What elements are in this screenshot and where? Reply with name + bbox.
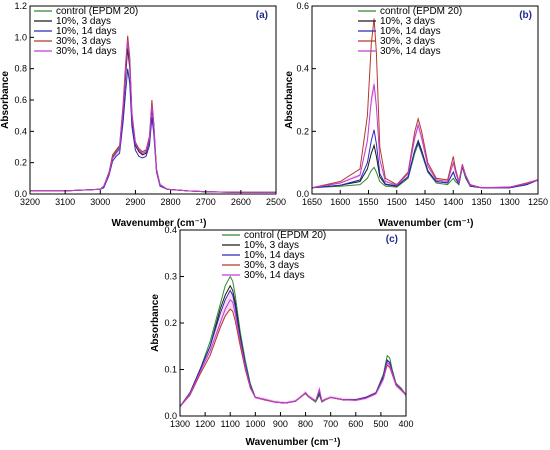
legend-label: 30%, 3 days [244, 260, 299, 271]
x-tick-label: 1550 [358, 197, 378, 207]
legend-label: control (EPDM 20) [56, 6, 138, 17]
y-axis-label: Absorbance [150, 294, 161, 352]
y-tick-label: 0.4 [296, 64, 309, 74]
y-tick-label: 0.4 [14, 126, 27, 136]
x-tick-label: 2700 [196, 197, 216, 207]
x-tick-label: 1650 [302, 197, 322, 207]
legend-label: 10%, 14 days [244, 250, 305, 261]
y-tick-label: 0.0 [14, 189, 27, 199]
y-tick-label: 1.2 [14, 1, 27, 11]
legend-label: 30%, 14 days [56, 46, 117, 57]
x-axis-label: Wavenumber (cm⁻¹) [246, 437, 341, 448]
x-tick-label: 2800 [161, 197, 181, 207]
legend-label: control (EPDM 20) [244, 230, 326, 241]
x-tick-label: 700 [323, 419, 338, 429]
series-line-d30_3 [179, 308, 407, 408]
x-tick-label: 1300 [500, 197, 520, 207]
chart-panel-a: 3200 3100 3000 2900 2800 2700 2600 2500 0.0 0.2 0.… [0, 1, 286, 229]
x-tick-label: 1300 [170, 419, 190, 429]
y-tick-label: 0.0 [164, 411, 177, 421]
x-tick-label: 3100 [55, 197, 75, 207]
x-tick-label: 1400 [443, 197, 463, 207]
x-tick-label: 800 [298, 419, 313, 429]
y-tick-label: 0.6 [14, 95, 27, 105]
legend-label: control (EPDM 20) [380, 6, 462, 17]
x-tick-label: 500 [373, 419, 388, 429]
x-tick-label: 3000 [90, 197, 110, 207]
x-tick-label: 1600 [330, 197, 350, 207]
legend-label: 10%, 3 days [56, 16, 111, 27]
x-tick-label: 1250 [528, 197, 548, 207]
y-tick-label: 0.0 [296, 189, 309, 199]
x-tick-label: 1000 [245, 419, 265, 429]
x-tick-label: 1350 [471, 197, 491, 207]
x-tick-label: 3200 [20, 197, 40, 207]
error-band [312, 77, 538, 189]
x-tick-label: 600 [348, 419, 363, 429]
legend-label: 30%, 3 days [380, 36, 435, 47]
x-axis-label: Wavenumber (cm⁻¹) [112, 218, 207, 229]
x-tick-label: 2900 [125, 197, 145, 207]
series-line-d30_14 [311, 84, 539, 189]
y-tick-label: 0.2 [14, 158, 27, 168]
y-tick-label: 0.8 [14, 64, 27, 74]
series-line-d30_14 [179, 298, 407, 408]
x-axis-label: Wavenumber (cm⁻¹) [379, 218, 474, 229]
x-tick-label: 1450 [415, 197, 435, 207]
x-tick-label: 1500 [387, 197, 407, 207]
error-band [180, 291, 406, 408]
legend-label: 10%, 14 days [56, 26, 117, 37]
series-line-d10_14 [179, 289, 407, 407]
series-line-d30_14 [30, 40, 276, 193]
panel-tag: (b) [519, 10, 532, 21]
chart-panel-c: 1300 1200 1100 1000 900 800 700 600 500 400 0.0 0.1… [150, 225, 414, 448]
y-tick-label: 0.2 [296, 126, 309, 136]
series-line-d10_14 [30, 68, 276, 193]
x-tick-label: 1100 [221, 419, 240, 429]
x-tick-label: 900 [273, 419, 288, 429]
y-tick-label: 0.1 [164, 365, 177, 375]
chart-panel-b: 1650 1600 1550 1500 1450 1400 1350 1300 1250 0.0 0… [284, 1, 548, 229]
series-line-d10_14 [311, 129, 539, 189]
legend-label: 10%, 3 days [380, 16, 435, 27]
y-axis-label: Absorbance [284, 71, 295, 129]
legend-label: 30%, 14 days [244, 270, 305, 281]
y-tick-label: 1.0 [14, 32, 27, 42]
panel-tag: (a) [256, 10, 268, 21]
y-axis-label: Absorbance [0, 71, 11, 129]
panel-tag: (c) [386, 234, 398, 245]
legend-label: 30%, 3 days [56, 36, 111, 47]
legend-label: 30%, 14 days [380, 46, 441, 57]
y-tick-label: 0.3 [164, 272, 177, 282]
legend-label: 10%, 14 days [380, 26, 441, 37]
x-tick-label: 2600 [231, 197, 251, 207]
y-tick-label: 0.2 [164, 318, 177, 328]
x-tick-label: 2500 [266, 197, 286, 207]
x-tick-label: 1200 [195, 419, 215, 429]
x-tick-label: 400 [398, 419, 413, 429]
legend-label: 10%, 3 days [244, 240, 299, 251]
y-tick-label: 0.4 [164, 225, 177, 235]
y-tick-label: 0.6 [296, 1, 309, 11]
